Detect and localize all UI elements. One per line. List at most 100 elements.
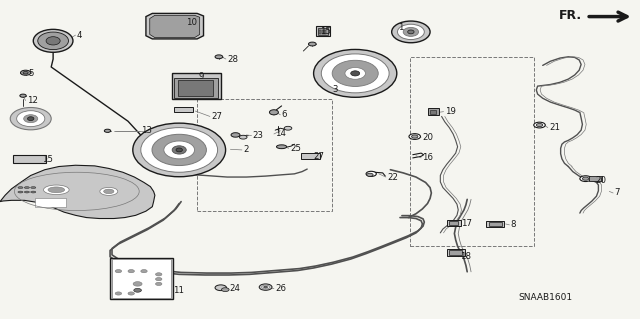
- Text: 4: 4: [77, 31, 83, 40]
- Ellipse shape: [367, 173, 373, 176]
- Ellipse shape: [351, 71, 360, 76]
- Text: 2: 2: [243, 145, 249, 154]
- Text: 15: 15: [42, 155, 52, 164]
- Text: 26: 26: [275, 284, 286, 293]
- Ellipse shape: [115, 292, 122, 295]
- Ellipse shape: [24, 191, 29, 193]
- Ellipse shape: [20, 94, 26, 97]
- Ellipse shape: [231, 133, 240, 137]
- Ellipse shape: [156, 273, 162, 276]
- Ellipse shape: [321, 54, 389, 93]
- Ellipse shape: [24, 187, 29, 189]
- FancyBboxPatch shape: [430, 110, 436, 114]
- Text: 13: 13: [141, 126, 152, 135]
- Ellipse shape: [172, 146, 186, 154]
- Ellipse shape: [215, 55, 223, 59]
- FancyBboxPatch shape: [447, 249, 465, 256]
- Ellipse shape: [17, 111, 45, 127]
- Text: 27: 27: [314, 152, 324, 161]
- Ellipse shape: [408, 30, 414, 34]
- FancyBboxPatch shape: [13, 155, 46, 163]
- Ellipse shape: [44, 185, 69, 195]
- Text: 25: 25: [290, 144, 301, 153]
- Ellipse shape: [24, 115, 38, 123]
- Ellipse shape: [104, 189, 114, 194]
- Ellipse shape: [115, 270, 122, 273]
- Ellipse shape: [141, 270, 147, 273]
- Text: 5: 5: [29, 69, 35, 78]
- FancyBboxPatch shape: [178, 80, 213, 96]
- FancyBboxPatch shape: [316, 26, 330, 36]
- Text: 28: 28: [227, 55, 238, 63]
- FancyBboxPatch shape: [486, 221, 504, 227]
- FancyBboxPatch shape: [35, 198, 66, 207]
- Text: 27: 27: [211, 112, 222, 121]
- Ellipse shape: [10, 108, 51, 130]
- FancyBboxPatch shape: [112, 259, 171, 298]
- FancyBboxPatch shape: [589, 176, 602, 181]
- Ellipse shape: [409, 134, 420, 139]
- Ellipse shape: [164, 141, 195, 159]
- Ellipse shape: [264, 286, 268, 288]
- FancyBboxPatch shape: [318, 28, 328, 35]
- Ellipse shape: [534, 122, 545, 128]
- FancyBboxPatch shape: [447, 220, 461, 226]
- Polygon shape: [146, 13, 204, 39]
- Ellipse shape: [392, 21, 430, 43]
- Text: 8: 8: [511, 220, 516, 229]
- Ellipse shape: [46, 37, 60, 45]
- Ellipse shape: [397, 24, 424, 40]
- Ellipse shape: [345, 67, 365, 79]
- Text: 3: 3: [333, 85, 339, 94]
- Text: 15: 15: [320, 27, 331, 36]
- FancyBboxPatch shape: [172, 73, 221, 99]
- Ellipse shape: [215, 285, 227, 291]
- Ellipse shape: [28, 117, 34, 121]
- Text: 9: 9: [198, 72, 204, 81]
- Text: 16: 16: [422, 153, 433, 162]
- Ellipse shape: [314, 49, 397, 97]
- Ellipse shape: [239, 135, 247, 139]
- Bar: [410, 57, 534, 246]
- FancyBboxPatch shape: [489, 222, 502, 226]
- Text: 22: 22: [387, 173, 398, 182]
- Ellipse shape: [276, 145, 287, 149]
- Ellipse shape: [580, 176, 591, 182]
- Text: 23: 23: [253, 131, 264, 140]
- Ellipse shape: [128, 270, 134, 273]
- Polygon shape: [150, 15, 200, 38]
- Ellipse shape: [31, 187, 36, 189]
- Ellipse shape: [412, 135, 418, 138]
- Ellipse shape: [18, 191, 23, 193]
- Ellipse shape: [366, 171, 376, 176]
- FancyBboxPatch shape: [174, 107, 193, 112]
- Text: 10: 10: [186, 18, 196, 27]
- Ellipse shape: [141, 128, 218, 172]
- Text: 6: 6: [282, 110, 287, 119]
- Ellipse shape: [308, 42, 316, 46]
- Ellipse shape: [156, 278, 162, 281]
- Text: 1: 1: [398, 23, 404, 32]
- Text: 21: 21: [549, 123, 560, 132]
- Ellipse shape: [18, 187, 23, 189]
- Ellipse shape: [100, 188, 118, 195]
- Text: 24: 24: [229, 284, 240, 293]
- Bar: [197, 99, 332, 211]
- FancyBboxPatch shape: [322, 30, 324, 34]
- Ellipse shape: [152, 134, 207, 166]
- Text: 14: 14: [275, 130, 286, 138]
- Ellipse shape: [176, 148, 182, 152]
- Text: 7: 7: [614, 189, 620, 197]
- Text: 20: 20: [422, 133, 433, 142]
- Ellipse shape: [332, 60, 378, 86]
- FancyBboxPatch shape: [319, 30, 321, 34]
- Text: 12: 12: [27, 96, 38, 105]
- FancyBboxPatch shape: [301, 153, 320, 159]
- Ellipse shape: [133, 123, 226, 177]
- Ellipse shape: [48, 187, 65, 193]
- Ellipse shape: [38, 32, 68, 49]
- FancyBboxPatch shape: [449, 250, 462, 255]
- FancyBboxPatch shape: [174, 78, 218, 98]
- Ellipse shape: [156, 282, 162, 286]
- Text: 19: 19: [445, 107, 456, 116]
